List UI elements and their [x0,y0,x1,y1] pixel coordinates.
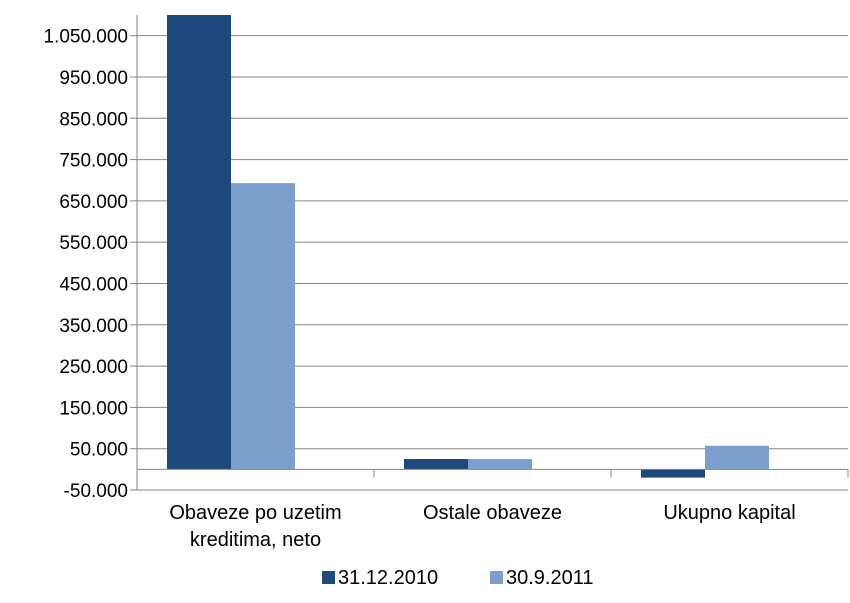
bar-30.9.2011-0 [231,183,295,470]
y-tick-label: 50.000 [70,440,128,461]
y-tick-label: 250.000 [59,357,128,378]
bars [167,15,769,478]
bar-31.12.2010-0 [167,15,231,470]
y-tick-label: 450.000 [59,274,128,295]
legend: 31.12.2010 30.9.2011 [322,567,594,589]
y-tick-label: 950.000 [59,68,128,89]
y-tick-label: 350.000 [59,316,128,337]
legend-swatch [322,571,335,584]
x-tick-label: Ukupno kapital [663,502,795,524]
y-tick-label: 750.000 [59,151,128,172]
x-tick-label: Obaveze po uzetim kreditima, neto [169,502,341,551]
y-tick-label: 1.050.000 [43,27,128,48]
bar-30.9.2011-1 [468,459,532,470]
y-tick-label: -50.000 [64,481,128,502]
y-tick-labels: -50.000 50.000 150.000 250.000 350.000 450.00… [43,27,128,502]
legend-label: 31.12.2010 [338,567,438,589]
bar-30.9.2011-2 [705,445,769,470]
legend-label: 30.9.2011 [506,567,594,589]
axes [130,15,849,491]
bar-31.12.2010-2 [641,469,705,478]
y-tick-label: 150.000 [59,398,128,419]
x-tick-labels: Obaveze po uzetim kreditima, neto Ostale o… [169,502,795,551]
y-tick-label: 650.000 [59,192,128,213]
x-tick-label: Ostale obaveze [423,502,562,524]
bar-31.12.2010-1 [404,459,468,470]
y-tick-label: 850.000 [59,109,128,130]
legend-swatch [490,571,503,584]
y-tick-label: 550.000 [59,233,128,254]
